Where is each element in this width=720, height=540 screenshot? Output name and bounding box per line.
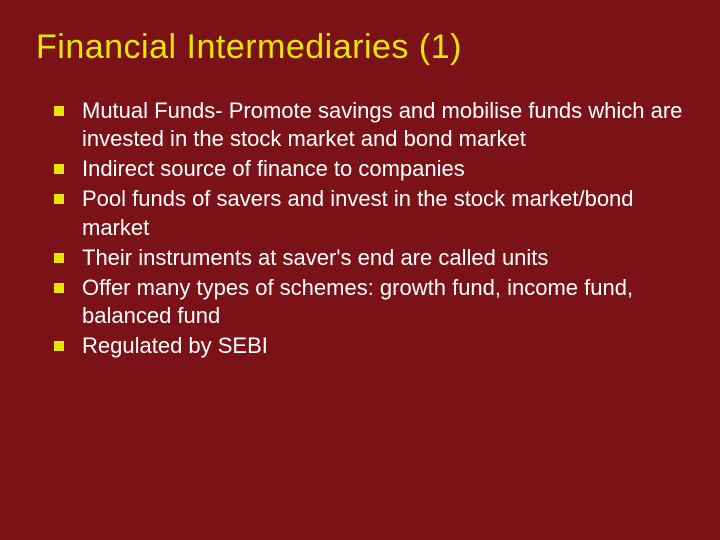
bullet-square-icon [54, 341, 64, 351]
list-item: Their instruments at saver's end are cal… [54, 244, 684, 272]
bullet-square-icon [54, 194, 64, 204]
slide: Financial Intermediaries (1) Mutual Fund… [0, 0, 720, 540]
list-item: Regulated by SEBI [54, 332, 684, 360]
bullet-list: Mutual Funds- Promote savings and mobili… [36, 97, 684, 360]
bullet-text: Pool funds of savers and invest in the s… [82, 186, 634, 239]
list-item: Pool funds of savers and invest in the s… [54, 185, 684, 241]
list-item: Offer many types of schemes: growth fund… [54, 274, 684, 330]
bullet-square-icon [54, 283, 64, 293]
bullet-text: Indirect source of finance to companies [82, 156, 465, 181]
list-item: Mutual Funds- Promote savings and mobili… [54, 97, 684, 153]
bullet-text: Their instruments at saver's end are cal… [82, 245, 548, 270]
bullet-text: Offer many types of schemes: growth fund… [82, 275, 633, 328]
bullet-square-icon [54, 164, 64, 174]
bullet-text: Mutual Funds- Promote savings and mobili… [82, 98, 682, 151]
bullet-text: Regulated by SEBI [82, 333, 268, 358]
bullet-square-icon [54, 253, 64, 263]
slide-title: Financial Intermediaries (1) [36, 28, 684, 67]
bullet-square-icon [54, 106, 64, 116]
list-item: Indirect source of finance to companies [54, 155, 684, 183]
